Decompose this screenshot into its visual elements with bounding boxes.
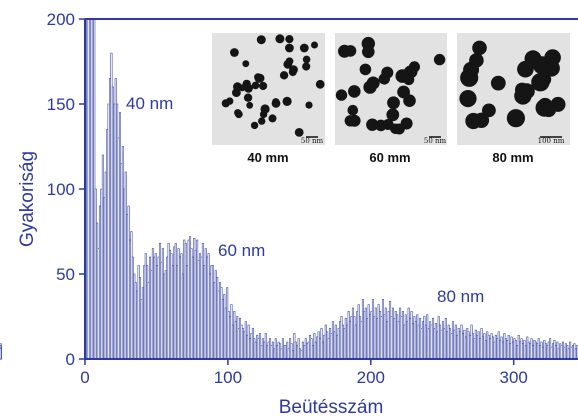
nanoparticle — [544, 49, 561, 66]
inset-caption-40: 40 mm — [247, 150, 288, 165]
x-tick-label: 300 — [500, 368, 528, 387]
nanoparticle — [271, 99, 281, 108]
axis-ticks: 0 100 200 300 0 50 100 150 200 — [47, 10, 528, 387]
nanoparticle — [251, 81, 260, 90]
nanoparticle — [366, 118, 379, 131]
nanoparticle — [515, 82, 530, 97]
nanoparticle — [535, 99, 554, 117]
nanoparticle — [254, 74, 264, 83]
nanoparticle — [397, 85, 410, 99]
nanoparticle — [239, 84, 246, 92]
nanoparticle — [361, 36, 375, 51]
nanoparticle — [517, 60, 534, 78]
nanoparticle — [490, 75, 506, 91]
nanoparticle — [299, 43, 309, 53]
nanoparticle — [243, 93, 253, 102]
nanoparticle — [344, 115, 356, 127]
nanoparticle — [395, 69, 410, 83]
nanoparticle — [226, 97, 234, 105]
nanoparticle — [472, 40, 487, 56]
x-axis-title: Beütésszám — [279, 397, 384, 418]
nanoparticle — [268, 114, 277, 123]
nanoparticle — [506, 109, 525, 128]
nanoparticle — [433, 53, 446, 66]
nanoparticle — [311, 41, 318, 49]
x-tick-label: 100 — [214, 368, 242, 387]
nanoparticles-60 — [335, 36, 446, 135]
nanoparticle — [246, 101, 254, 109]
nanoparticle — [378, 73, 390, 85]
nanoparticle — [302, 55, 311, 64]
nanoparticle — [375, 119, 387, 132]
peak-label-40nm: 40 nm — [126, 94, 173, 113]
nanoparticle — [463, 61, 480, 78]
x-tick-label: 200 — [357, 368, 385, 387]
nanoparticle — [275, 34, 285, 44]
nanoparticle — [302, 62, 311, 71]
nanoparticle — [258, 117, 266, 125]
nanoparticle — [305, 101, 313, 109]
inset-micrograph-40: 50 nm 40 mm — [212, 33, 325, 165]
y-tick-label: 200 — [47, 10, 75, 29]
nanoparticles-40 — [221, 34, 325, 137]
nanoparticle — [259, 81, 268, 91]
nanoparticle — [408, 61, 420, 73]
nanoparticle — [338, 44, 351, 58]
inset-caption-80: 80 mm — [492, 150, 533, 165]
nanoparticle — [256, 35, 266, 45]
inset-caption-60: 60 mm — [369, 150, 410, 165]
y-axis-title: Gyakoriság — [17, 151, 38, 247]
nanoparticle — [386, 108, 400, 122]
nanoparticles-80 — [459, 40, 566, 130]
nanoparticle — [347, 104, 359, 116]
nanoparticle — [387, 96, 400, 110]
nanoparticle — [234, 110, 243, 119]
nanoparticle — [282, 96, 292, 106]
peak-label-80nm: 80 nm — [437, 287, 484, 306]
inset-micrograph-80: 100 nm 80 mm — [457, 33, 570, 165]
nanoparticle — [259, 110, 268, 119]
nanoparticle — [288, 68, 297, 77]
scale-bar-label-80: 100 nm — [538, 137, 565, 145]
scale-bar-label-40: 50 nm — [301, 137, 324, 145]
nanoparticle — [285, 35, 294, 44]
peak-label-60nm: 60 nm — [218, 241, 265, 260]
nanoparticle — [393, 123, 405, 135]
y-tick-label: 150 — [47, 95, 75, 114]
nanoparticle — [315, 79, 325, 89]
nanoparticle — [283, 59, 293, 69]
nanoparticle — [335, 89, 348, 101]
y-tick-label: 50 — [56, 265, 75, 284]
y-tick-label: 0 — [66, 350, 75, 369]
nanoparticle — [348, 85, 361, 98]
nanoparticle — [250, 121, 259, 130]
nanoparticle — [285, 43, 294, 53]
x-tick-label: 0 — [80, 368, 89, 387]
scale-bar-label-60: 50 nm — [424, 137, 447, 145]
y-tick-label: 100 — [47, 180, 75, 199]
nanoparticle — [242, 60, 250, 68]
nanoparticle — [363, 80, 377, 94]
nanoparticle — [294, 127, 304, 137]
nanoparticle — [459, 90, 477, 108]
nanoparticle — [230, 48, 239, 57]
inset-micrograph-60: 50 nm 60 mm — [335, 33, 447, 165]
nanoparticle — [465, 112, 482, 130]
nanoparticle — [359, 63, 372, 76]
nanoparticle — [482, 103, 496, 118]
histogram-bar — [0, 348, 2, 360]
nanoparticle — [279, 71, 289, 80]
nanoparticle — [537, 72, 552, 87]
